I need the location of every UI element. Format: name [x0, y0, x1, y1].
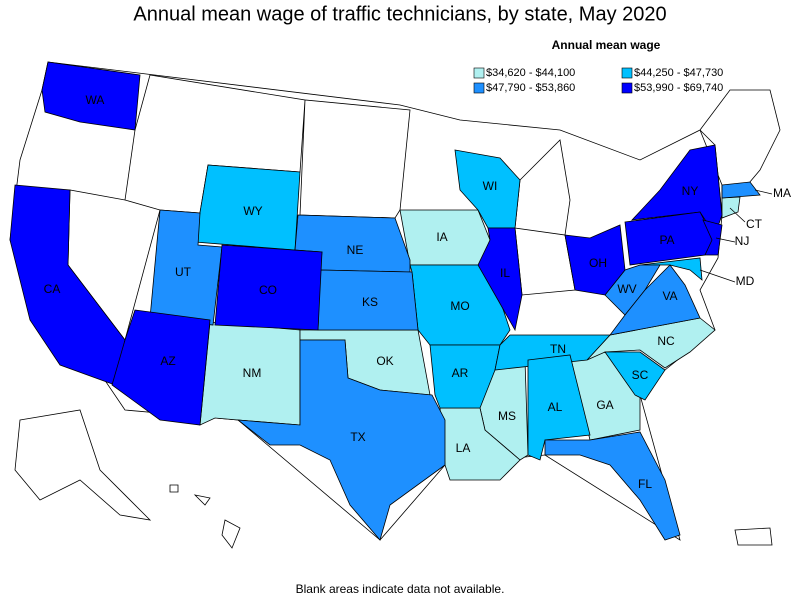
state	[477, 227, 523, 332]
state-label: MO	[450, 299, 469, 313]
leader-lines	[699, 189, 773, 283]
state-label: NM	[243, 366, 262, 380]
legend-swatch	[621, 82, 633, 94]
state-label: PA	[659, 233, 674, 247]
state	[111, 309, 211, 426]
state-label: VA	[662, 289, 677, 303]
state-label: NE	[347, 243, 364, 257]
legend-label: $34,620 - $44,100	[486, 67, 575, 79]
state-label: AR	[452, 366, 469, 380]
state-label: NJ	[735, 234, 750, 248]
footnote: Blank areas indicate data not available.	[296, 582, 505, 596]
hawaii	[169, 484, 241, 549]
legend-label: $47,790 - $53,860	[486, 82, 575, 94]
state-label: WV	[617, 282, 636, 296]
leader-line	[699, 269, 736, 283]
state-label: IL	[500, 266, 510, 280]
state	[214, 244, 323, 331]
legend-label: $53,990 - $69,740	[634, 82, 723, 94]
legend-swatch	[473, 67, 485, 79]
state-label: WY	[243, 204, 262, 218]
puerto-rico	[734, 527, 773, 546]
state-label: IA	[436, 230, 447, 244]
state-label: FL	[638, 477, 652, 491]
legend-title: Annual mean wage	[552, 38, 661, 52]
leader-line	[754, 189, 773, 195]
state-label: NC	[657, 334, 675, 348]
state	[702, 219, 723, 256]
state-label: AZ	[160, 354, 175, 368]
state-label: MS	[498, 409, 516, 423]
state-label: TN	[550, 342, 566, 356]
state-label: WA	[86, 93, 105, 107]
state	[721, 181, 761, 199]
alaska	[14, 409, 152, 521]
state-label: NY	[682, 184, 699, 198]
state-label: MA	[773, 186, 791, 200]
legend-label: $44,250 - $47,730	[634, 67, 723, 79]
state	[494, 334, 611, 371]
state-label: KS	[362, 295, 378, 309]
state	[41, 61, 141, 131]
state-label: AL	[548, 400, 563, 414]
state-label: CO	[259, 283, 277, 297]
state-label: SC	[632, 368, 649, 382]
state-label: GA	[596, 398, 613, 412]
state-label: OH	[589, 256, 607, 270]
state	[609, 264, 701, 336]
state-label: UT	[175, 265, 192, 279]
state	[564, 224, 626, 296]
state-label: WI	[483, 179, 498, 193]
legend-swatch	[473, 82, 485, 94]
state-label: MD	[736, 274, 755, 288]
state	[544, 431, 681, 541]
state	[236, 339, 446, 541]
state-label: OK	[376, 354, 393, 368]
state	[604, 351, 666, 401]
leader-line	[729, 207, 746, 223]
state	[439, 407, 521, 481]
state-label: CA	[44, 282, 61, 296]
state-label: LA	[456, 441, 471, 455]
leader-line	[715, 237, 736, 243]
state-label: CT	[746, 217, 763, 231]
legend-swatch	[621, 67, 633, 79]
state-label: TX	[350, 430, 365, 444]
map-title: Annual mean wage of traffic technicians,…	[133, 3, 666, 25]
